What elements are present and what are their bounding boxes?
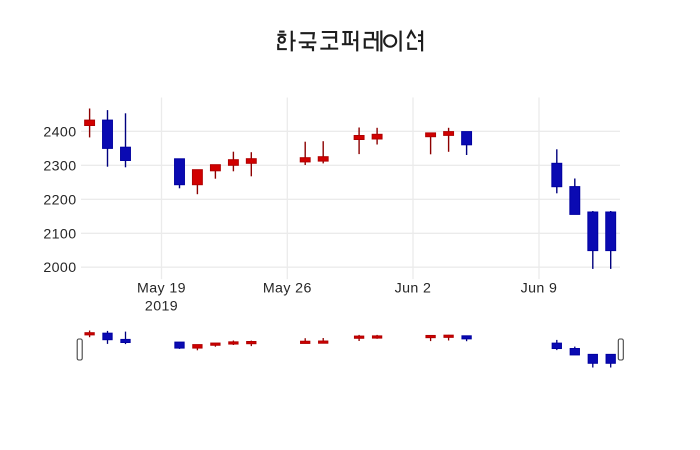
svg-text:Jun 9: Jun 9 xyxy=(521,281,558,297)
svg-text:Jun 2: Jun 2 xyxy=(395,281,432,297)
svg-text:2019: 2019 xyxy=(145,299,178,315)
svg-text:May 26: May 26 xyxy=(263,281,312,297)
svg-text:2300: 2300 xyxy=(43,158,76,174)
svg-text:2000: 2000 xyxy=(43,260,76,276)
svg-text:2400: 2400 xyxy=(43,124,76,140)
svg-text:2200: 2200 xyxy=(43,192,76,208)
svg-text:2100: 2100 xyxy=(43,226,76,242)
svg-text:May 19: May 19 xyxy=(137,281,186,297)
